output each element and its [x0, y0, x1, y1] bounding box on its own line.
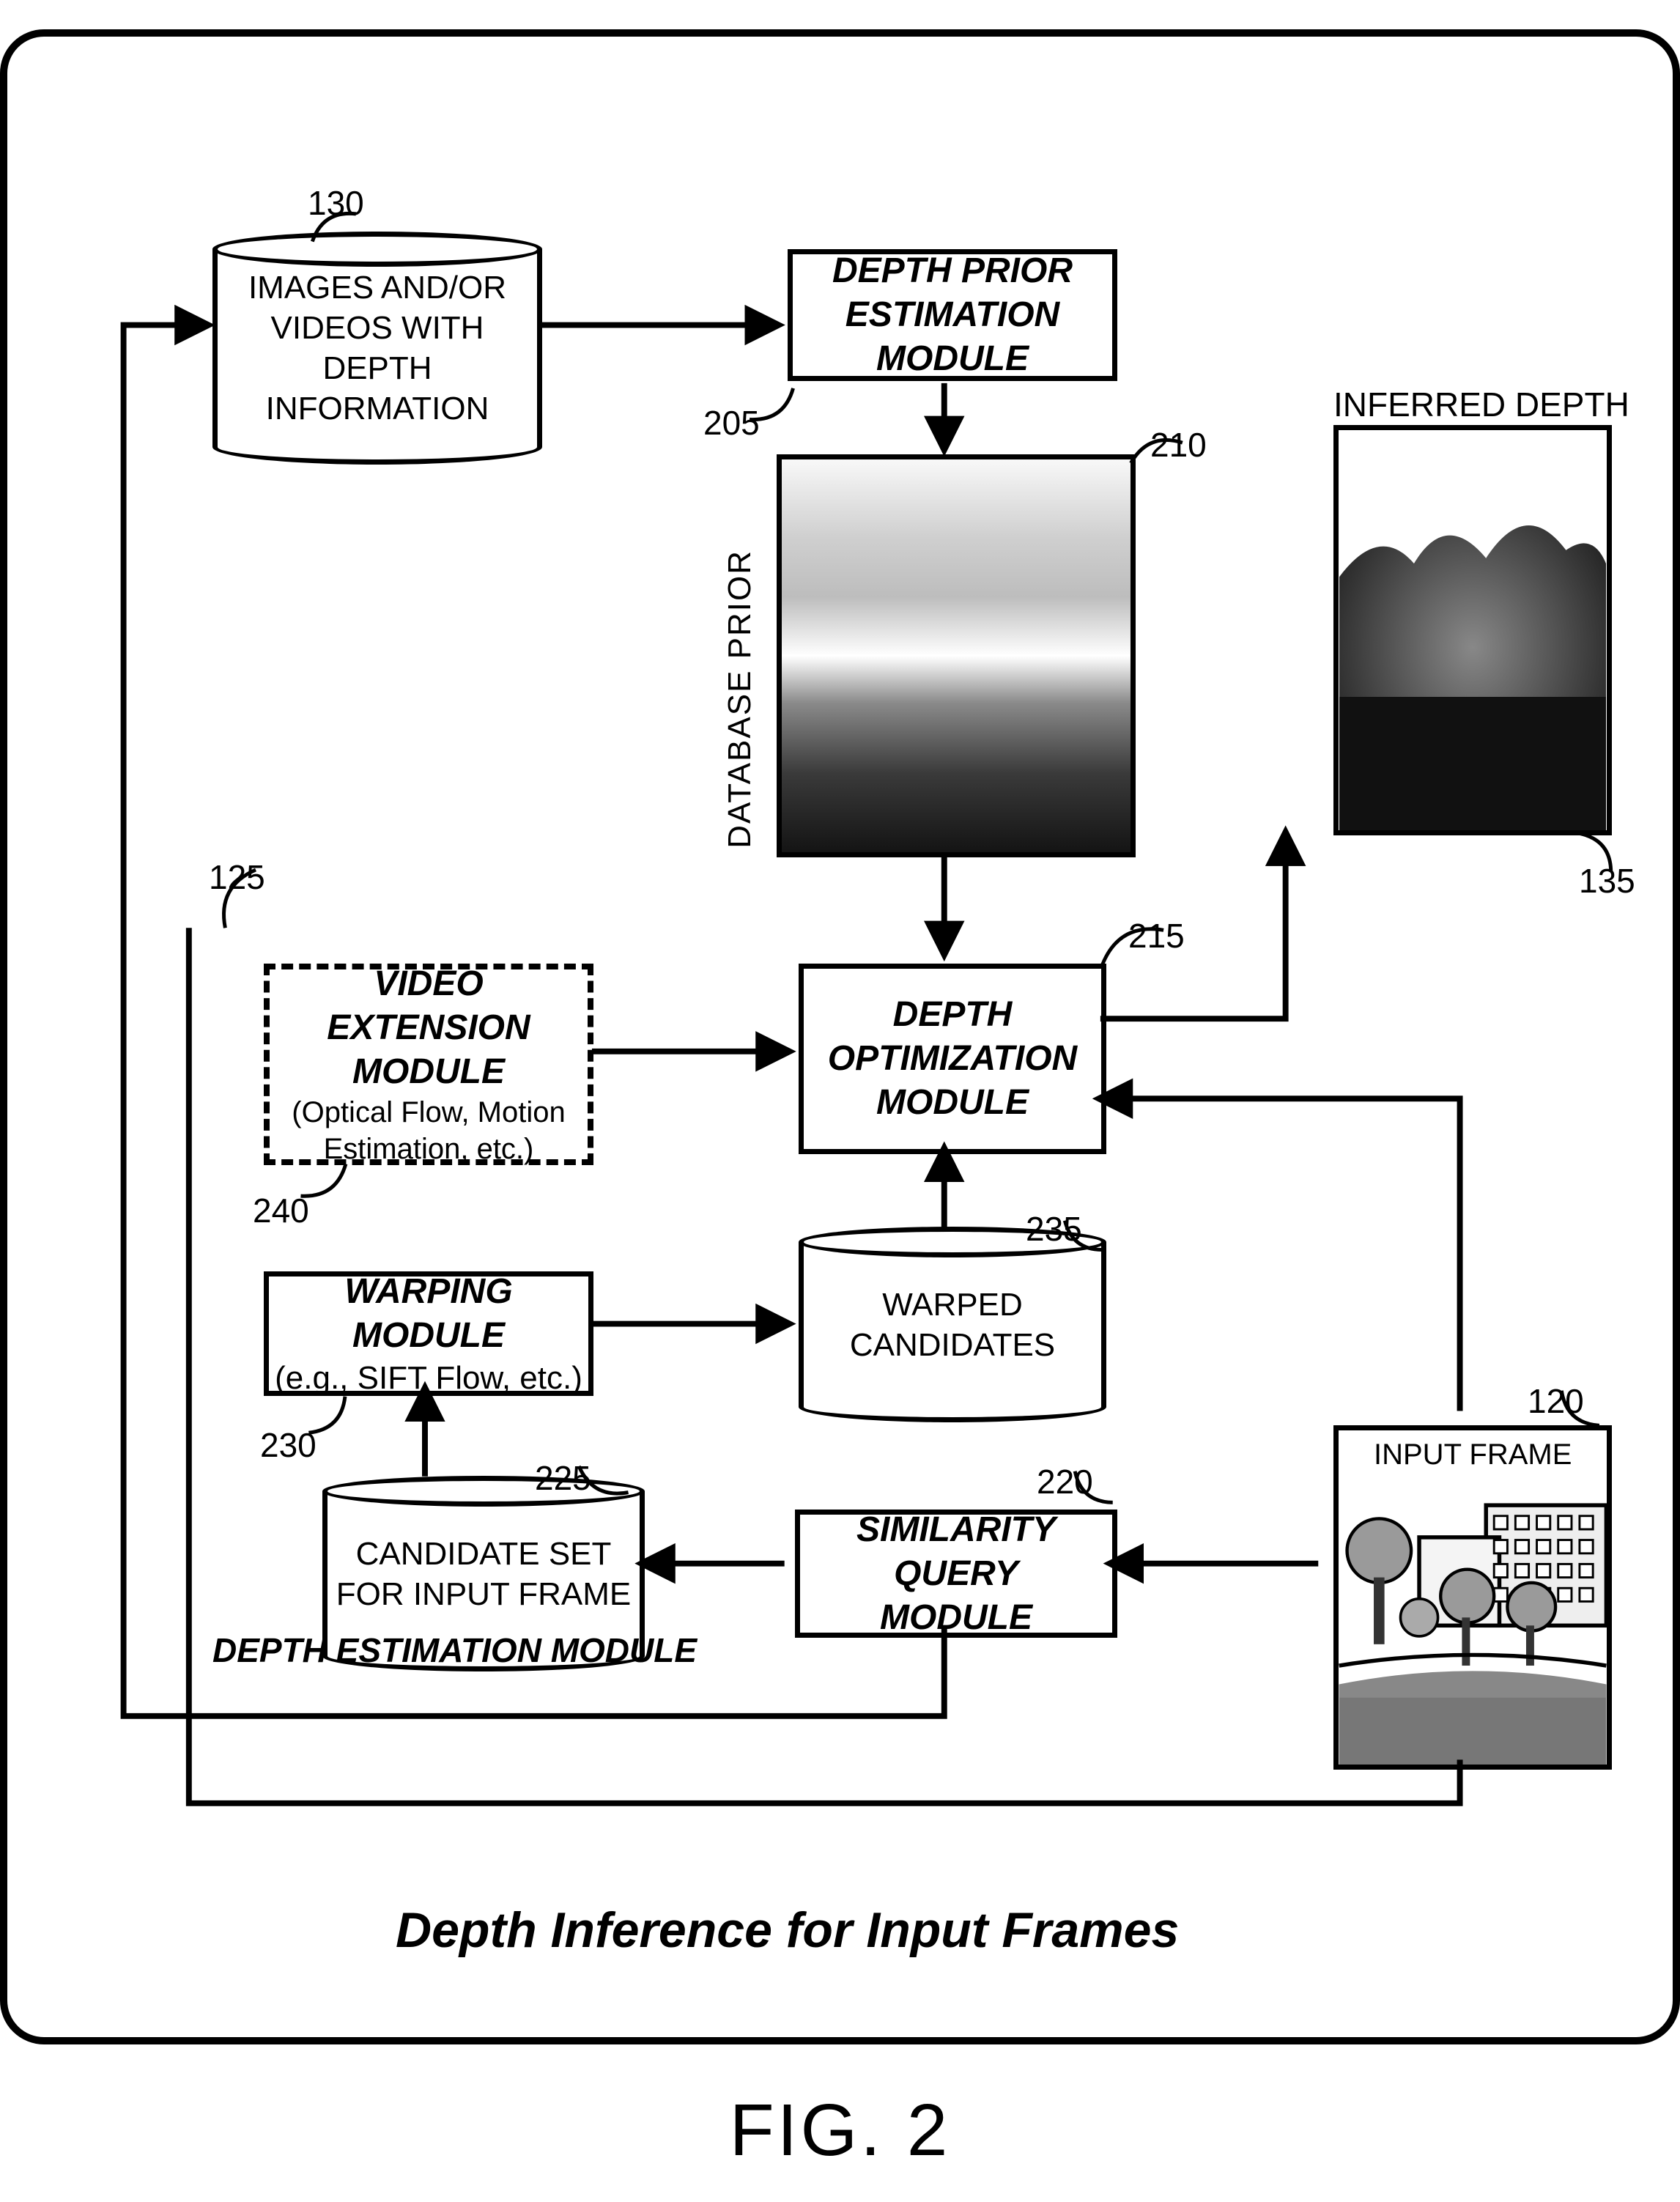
- diagram-stage: IMAGES AND/ORVIDEOS WITH DEPTHINFORMATIO…: [7, 37, 1673, 2037]
- similarity: SIMILARITY QUERYMODULE: [795, 1510, 1117, 1638]
- ref-r240: 240: [253, 1191, 309, 1230]
- depth_prior: DEPTH PRIORESTIMATION MODULE: [788, 249, 1117, 381]
- ref-r225: 225: [535, 1458, 591, 1498]
- warped_cand: WARPEDCANDIDATES: [799, 1242, 1106, 1407]
- images_db: IMAGES AND/ORVIDEOS WITH DEPTHINFORMATIO…: [212, 249, 542, 447]
- database-prior-vlabel: DATABASE PRIOR: [722, 550, 758, 849]
- ref-r210: 210: [1150, 425, 1207, 465]
- input-frame-label: INPUT FRAME: [1374, 1438, 1572, 1471]
- ref-r205: 205: [703, 403, 760, 443]
- ref-r130: 130: [308, 183, 364, 223]
- db_prior_img: [777, 454, 1136, 857]
- ref-r220: 220: [1037, 1462, 1093, 1501]
- ref-r235: 235: [1026, 1209, 1082, 1249]
- ref-r230: 230: [260, 1425, 317, 1465]
- ref-r135: 135: [1579, 861, 1635, 901]
- inferred-depth-label: INFERRED DEPTH: [1333, 385, 1629, 424]
- figure-label: FIG. 2: [730, 2088, 951, 2173]
- video_ext: VIDEO EXTENSIONMODULE(Optical Flow, Moti…: [264, 964, 593, 1165]
- ref-r120: 120: [1528, 1381, 1584, 1421]
- diagram-caption: Depth Inference for Input Frames: [396, 1902, 1179, 1959]
- input_frame_img: [1333, 1425, 1612, 1770]
- ref-r215: 215: [1128, 916, 1185, 956]
- inferred_depth_img: [1333, 425, 1612, 835]
- dem-label: DEPTH ESTIMATION MODULE: [212, 1630, 697, 1670]
- outer-frame: IMAGES AND/ORVIDEOS WITH DEPTHINFORMATIO…: [0, 29, 1680, 2044]
- depth_opt: DEPTHOPTIMIZATIONMODULE: [799, 964, 1106, 1154]
- warping: WARPING MODULE(e.g., SIFT Flow, etc.): [264, 1271, 593, 1396]
- ref-r125: 125: [209, 857, 265, 897]
